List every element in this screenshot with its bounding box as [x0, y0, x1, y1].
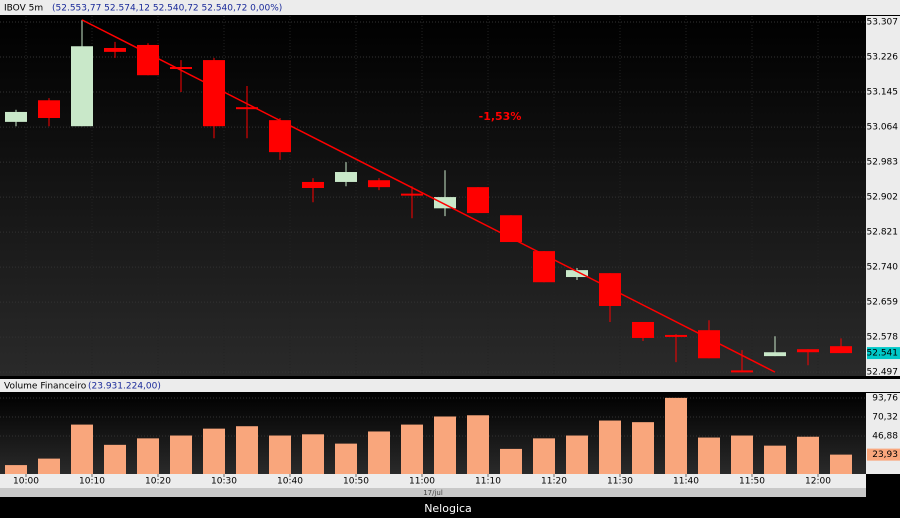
- volume-total: (23.931.224,00): [88, 382, 161, 392]
- x-tick-label: 10:20: [145, 477, 171, 487]
- footer: Nelogica: [424, 502, 472, 515]
- volume-bar: [764, 445, 786, 474]
- x-tick-label: 10:40: [277, 477, 303, 487]
- last-price-label: 52.541: [867, 349, 899, 359]
- y-tick-label: 53.145: [867, 88, 899, 98]
- volume-bar: [830, 454, 852, 474]
- price-panel: [0, 16, 866, 376]
- y-tick-label: 53.226: [867, 53, 899, 63]
- volume-bar: [302, 434, 324, 474]
- y-tick-label: 52.497: [867, 368, 899, 378]
- volume-bar: [500, 448, 522, 474]
- volume-bar: [731, 435, 753, 474]
- x-tick-label: 12:00: [805, 477, 831, 487]
- x-tick-label: 11:00: [409, 477, 435, 487]
- x-tick-label: 11:20: [541, 477, 567, 487]
- candle-body: [698, 330, 720, 359]
- volume-bar: [368, 431, 390, 474]
- candle-body: [533, 251, 555, 283]
- price-header: [0, 0, 900, 15]
- candle-body: [731, 370, 753, 373]
- candle-body: [368, 180, 390, 188]
- x-tick-label: 10:10: [79, 477, 105, 487]
- candle-body: [830, 346, 852, 354]
- volume-bar: [599, 420, 621, 474]
- symbol: IBOV 5m: [4, 4, 43, 14]
- date-label: 17/jul: [423, 489, 443, 497]
- y-tick-label: 52.983: [867, 158, 899, 168]
- volume-bar: [698, 437, 720, 474]
- candle-body: [401, 193, 423, 196]
- trend-label: -1,53%: [479, 110, 522, 123]
- x-tick-label: 10:00: [13, 477, 39, 487]
- last-price-box: [867, 347, 900, 360]
- volume-bar: [665, 397, 687, 474]
- candle-body: [665, 334, 687, 337]
- volume-bar: [137, 438, 159, 474]
- y-tick-label: 52.821: [867, 228, 899, 238]
- candle-body: [269, 120, 291, 153]
- volume-title: Volume Financeiro: [4, 382, 87, 392]
- x-tick-label: 11:40: [673, 477, 699, 487]
- volume-bar: [203, 428, 225, 474]
- volume-bar: [269, 435, 291, 474]
- volume-bar: [632, 422, 654, 474]
- volume-bar: [170, 435, 192, 474]
- y-tick-label: 53.064: [867, 123, 899, 133]
- volume-bar: [797, 436, 819, 474]
- volume-bar: [401, 424, 423, 474]
- candle-body: [203, 60, 225, 127]
- candle-body: [797, 349, 819, 353]
- trend-line: [81, 19, 776, 373]
- y-tick-label: 52.659: [867, 298, 899, 308]
- volume-bar: [38, 458, 60, 474]
- volume-header: [0, 379, 900, 392]
- candle-body: [71, 46, 93, 127]
- x-tick-label: 10:50: [343, 477, 369, 487]
- x-tick-label: 11:30: [607, 477, 633, 487]
- date-bar: [0, 488, 866, 497]
- candle-body: [764, 352, 786, 357]
- candle-body: [599, 273, 621, 306]
- candle-body: [236, 107, 258, 110]
- volume-bar: [467, 415, 489, 474]
- y-tick-label: 93,76: [872, 394, 898, 404]
- y-tick-label: 52.740: [867, 263, 899, 273]
- volume-bar: [71, 424, 93, 474]
- y-tick-label: 52.902: [867, 193, 899, 203]
- candle-body: [434, 197, 456, 209]
- candle-body: [38, 100, 60, 118]
- volume-bar: [434, 416, 456, 474]
- candle-body: [335, 172, 357, 182]
- y-tick-label: 52.578: [867, 333, 899, 343]
- candle-body: [137, 44, 159, 76]
- time-axis: [0, 474, 866, 488]
- candle-body: [566, 270, 588, 278]
- last-value-box: [867, 448, 900, 461]
- candle-body: [467, 187, 489, 214]
- volume-bar: [533, 438, 555, 474]
- x-tick-label: 10:30: [211, 477, 237, 487]
- volume-bar: [566, 435, 588, 474]
- last-value-label: 23,93: [872, 450, 898, 460]
- y-tick-label: 46,88: [872, 432, 898, 442]
- candle-body: [104, 47, 126, 52]
- y-tick-label: 70,32: [872, 413, 898, 423]
- volume-bar: [104, 444, 126, 474]
- candle-body: [632, 321, 654, 338]
- volume-bar: [236, 426, 258, 474]
- candle-body: [5, 111, 27, 122]
- y-tick-label: 53.307: [867, 18, 899, 28]
- volume-bar: [5, 465, 27, 474]
- x-tick-label: 11:50: [739, 477, 765, 487]
- x-tick-label: 11:10: [475, 477, 501, 487]
- candle-body: [170, 66, 192, 69]
- candle-body: [302, 181, 324, 189]
- volume-bar: [335, 443, 357, 474]
- price-axis: [866, 16, 900, 376]
- quote: (52.553,77 52.574,12 52.540,72 52.540,72…: [52, 4, 282, 14]
